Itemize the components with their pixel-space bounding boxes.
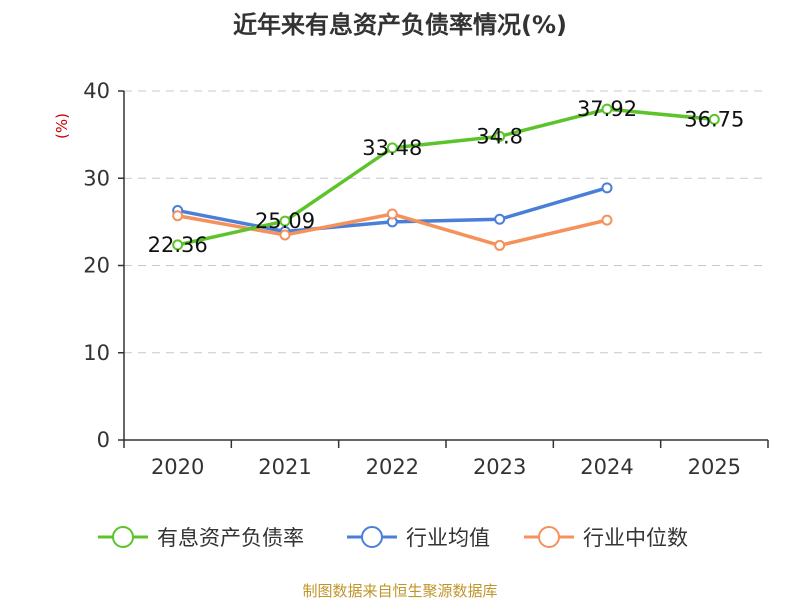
data-point-2-3 — [494, 239, 506, 251]
data-label: 37.92 — [577, 97, 637, 121]
legend-item-0[interactable]: 有息资产负债率 — [98, 526, 304, 550]
x-tick-label: 2025 — [688, 455, 741, 479]
x-tick-label: 2021 — [258, 455, 311, 479]
data-point-2-4 — [601, 214, 613, 226]
data-point-0-2 — [386, 142, 398, 154]
data-point-1-3 — [494, 213, 506, 225]
axes: 0 10 20 30 40 2020 2021 2022 2023 2024 2025 — [83, 79, 769, 479]
data-point-0-4 — [601, 103, 613, 115]
legend-item-2[interactable]: 行业中位数 — [524, 526, 688, 550]
y-tick-label: 20 — [83, 254, 110, 278]
series-line-0 — [175, 107, 717, 247]
y-tick-label: 10 — [83, 341, 110, 365]
data-label: 33.48 — [362, 136, 422, 160]
y-axis-label: (%) — [53, 113, 71, 139]
x-tick-label: 2022 — [366, 455, 419, 479]
data-point-0-0 — [172, 239, 184, 251]
x-tick-label: 2020 — [151, 455, 204, 479]
chart-title: 近年来有息资产负债率情况(%) — [233, 11, 567, 39]
y-tick-label: 0 — [97, 428, 110, 452]
legend-item-1[interactable]: 行业均值 — [347, 526, 490, 550]
data-label: 25.09 — [255, 209, 315, 233]
y-tick-label: 30 — [83, 166, 110, 190]
y-tick-label: 40 — [83, 79, 110, 103]
data-label: 36.75 — [684, 107, 744, 131]
legend-marker — [112, 526, 134, 548]
data-labels: 22.36 25.09 33.48 34.8 37.92 36.75 — [148, 97, 745, 257]
data-point-0-5 — [708, 113, 720, 125]
grid — [124, 90, 768, 354]
legend-label: 有息资产负债率 — [157, 526, 304, 550]
legend-marker — [538, 526, 560, 548]
data-label: 22.36 — [148, 233, 208, 257]
data-point-1-4 — [601, 182, 613, 194]
data-label: 34.8 — [476, 124, 523, 148]
legend-label: 行业中位数 — [583, 526, 688, 550]
series — [172, 103, 720, 251]
data-point-2-1 — [279, 229, 291, 241]
data-point-0-3 — [494, 130, 506, 142]
legend-marker — [361, 526, 383, 548]
x-tick-label: 2023 — [473, 455, 526, 479]
data-point-0-1 — [279, 215, 291, 227]
legend: 有息资产负债率 行业均值 行业中位数 — [98, 526, 688, 550]
legend-label: 行业均值 — [406, 526, 490, 550]
x-tick-label: 2024 — [580, 455, 633, 479]
data-point-2-0 — [172, 210, 184, 222]
source-note: 制图数据来自恒生聚源数据库 — [302, 582, 497, 600]
data-point-2-2 — [386, 208, 398, 220]
